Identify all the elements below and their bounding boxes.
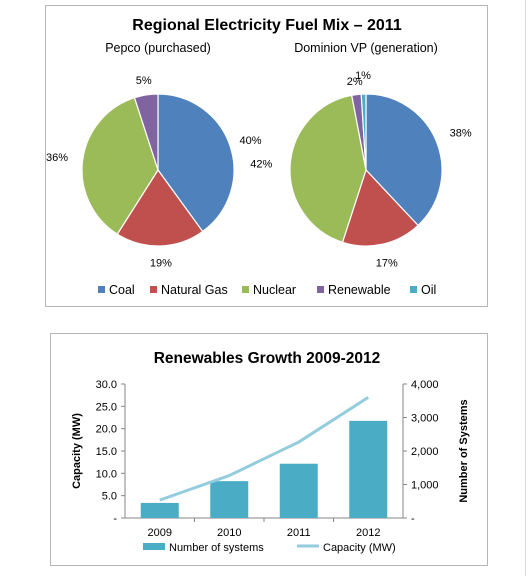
y-left-tick-label: 25.0 xyxy=(96,401,117,413)
bar-systems-2010 xyxy=(210,481,249,518)
combo-legend: Number of systems Capacity (MW) xyxy=(143,542,396,554)
fuel-mix-title: Regional Electricity Fuel Mix – 2011 xyxy=(132,17,402,34)
pie-label-pepco-purchased-nuclear: 36% xyxy=(46,152,68,164)
x-tick-label-2009: 2009 xyxy=(148,527,172,539)
pie-slices-group xyxy=(81,93,443,247)
pie-label-pepco-purchased-natural-gas: 19% xyxy=(150,258,172,270)
renewables-title: Renewables Growth 2009-2012 xyxy=(154,350,381,367)
y2-axis-title-systems: Number of Systems xyxy=(458,399,470,502)
pie-label-dominion-vp-generation-natural-gas: 17% xyxy=(376,258,398,270)
x-tick-label-2011: 2011 xyxy=(287,527,311,539)
line-capacity xyxy=(159,396,370,502)
legend-label-capacity: Capacity (MW) xyxy=(323,542,396,554)
bar-systems-2009 xyxy=(140,502,179,518)
x-tick-label-2012: 2012 xyxy=(356,527,380,539)
legend-label-oil: Oil xyxy=(421,283,436,297)
bar-systems-2012 xyxy=(349,420,388,518)
y-right-tick-label: 4,000 xyxy=(411,379,439,391)
pie-label-pepco-purchased-coal: 40% xyxy=(240,135,262,147)
pie-slice-dominion-vp-generation-coal xyxy=(365,93,443,227)
pie-slice-pepco-purchased-renewable xyxy=(133,93,159,171)
legend-label-nuclear: Nuclear xyxy=(253,283,296,297)
pie-title-dominion: Dominion VP (generation) xyxy=(294,41,438,55)
y-left-tick-label: 15.0 xyxy=(96,446,117,458)
pie-slice-dominion-vp-generation-nuclear xyxy=(289,94,367,244)
legend-swatch-oil xyxy=(410,286,417,293)
y-right-tick-label: - xyxy=(411,513,415,525)
y-right-tick-label: 2,000 xyxy=(411,446,439,458)
legend-label-natural-gas: Natural Gas xyxy=(161,283,228,297)
pie-labels-group: 40% 19% 36% 5% 38% 17% 42% 2%1% xyxy=(46,70,472,270)
y-left-tick-label: - xyxy=(113,513,117,525)
legend-swatch-natural-gas xyxy=(150,286,157,293)
pie-label-pepco-purchased-renewable: 5% xyxy=(136,75,152,87)
y-axis-title-capacity: Capacity (MW) xyxy=(71,413,83,489)
legend-label-renewable: Renewable xyxy=(328,283,391,297)
legend-swatch-coal xyxy=(98,286,105,293)
pie-label-dominion-vp-generation-nuclear: 42% xyxy=(250,158,272,170)
fuel-mix-chart: Regional Electricity Fuel Mix – 2011 Pep… xyxy=(45,5,488,307)
pie-slice-pepco-purchased-natural-gas xyxy=(116,168,204,247)
legend-label-coal: Coal xyxy=(109,283,135,297)
y-left-tick-label: 30.0 xyxy=(96,379,117,391)
y-left-tick-label: 5.0 xyxy=(102,491,117,503)
pie-slice-dominion-vp-generation-oil xyxy=(360,93,367,171)
fuel-mix-svg: Regional Electricity Fuel Mix – 2011 Pep… xyxy=(46,17,472,297)
y-right-tick-label: 1,000 xyxy=(411,480,439,492)
pie-label-dominion-vp-generation-coal: 38% xyxy=(450,128,472,140)
renewables-growth-svg: Renewables Growth 2009-2012 Capacity (MW… xyxy=(71,350,470,554)
page-edge-divider xyxy=(525,0,526,576)
legend-swatch-number-of-systems xyxy=(143,543,165,550)
pie-title-pepco: Pepco (purchased) xyxy=(105,41,211,55)
legend-swatch-nuclear xyxy=(242,286,249,293)
pie-slice-dominion-vp-generation-natural-gas xyxy=(341,168,419,247)
pie-slice-pepco-purchased-nuclear xyxy=(81,96,159,235)
bar-systems-2011 xyxy=(279,463,318,518)
renewables-growth-chart: Renewables Growth 2009-2012 Capacity (MW… xyxy=(50,333,488,566)
y-left-tick-label: 20.0 xyxy=(96,424,117,436)
pie-label-dominion-vp-generation-renewable: 2% xyxy=(347,76,363,88)
combo-line-group xyxy=(159,396,370,502)
pie-slice-pepco-purchased-coal xyxy=(157,93,235,233)
x-tick-label-2010: 2010 xyxy=(217,527,241,539)
combo-bars-group xyxy=(140,420,388,518)
legend-swatch-renewable xyxy=(317,286,324,293)
legend-label-number-of-systems: Number of systems xyxy=(169,542,264,554)
y-left-tick-label: 10.0 xyxy=(96,468,117,480)
y-right-tick-label: 3,000 xyxy=(411,413,439,425)
pie-label-dominion-vp-generation-oil: 1% xyxy=(355,70,371,82)
fuel-mix-legend: Coal Natural Gas Nuclear Renewable Oil xyxy=(98,283,436,297)
